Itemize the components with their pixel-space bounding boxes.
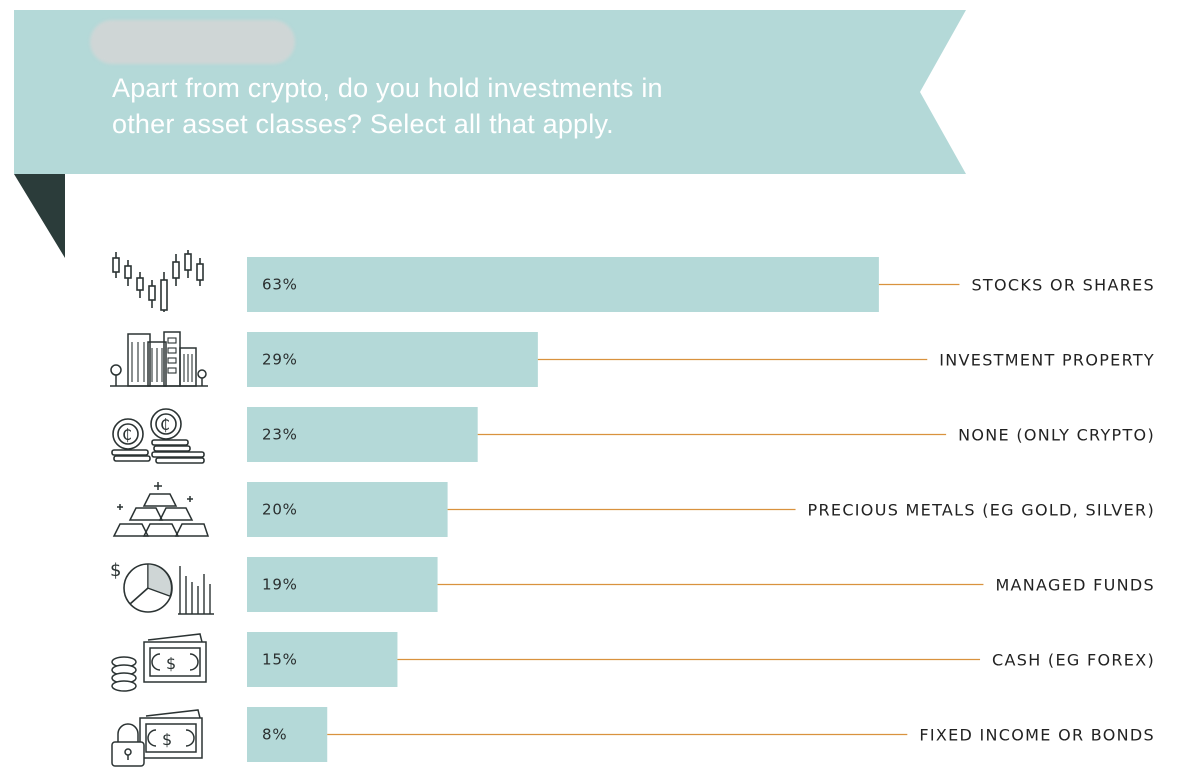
cash-coins-icon: $ (111, 633, 207, 692)
svg-text:₵: ₵ (122, 425, 132, 444)
banner-fold (14, 174, 65, 258)
category-label-none-only-crypto: NONE (ONLY CRYPTO) (958, 426, 1155, 445)
pie-chart-funds-icon: $ (110, 560, 214, 615)
category-label-managed-funds: MANAGED FUNDS (995, 576, 1155, 595)
svg-text:₵: ₵ (160, 415, 170, 434)
bar-investment-property (247, 332, 538, 387)
bar-fixed-income-or-bonds (247, 707, 328, 762)
candlestick-chart-icon (112, 250, 204, 312)
value-label-none-only-crypto: 23% (262, 426, 298, 444)
question-title: Apart from crypto, do you hold investmen… (112, 70, 812, 142)
value-label-stocks-or-shares: 63% (262, 276, 298, 294)
lock-banknotes-icon: $ (111, 709, 203, 767)
category-label-fixed-income-or-bonds: FIXED INCOME OR BONDS (919, 726, 1155, 745)
question-line-1: Apart from crypto, do you hold investmen… (112, 73, 663, 103)
svg-text:$: $ (166, 654, 176, 673)
value-label-fixed-income-or-bonds: 8% (262, 726, 287, 744)
category-label-cash-eg-forex: CASH (EG FOREX) (992, 651, 1155, 670)
category-label-stocks-or-shares: STOCKS OR SHARES (971, 276, 1155, 295)
city-buildings-icon (110, 331, 208, 387)
redacted-logo (90, 20, 295, 64)
bar-cash-eg-forex (247, 632, 398, 687)
value-label-investment-property: 29% (262, 351, 298, 369)
bar-precious-metals-eg-gold-silver (247, 482, 448, 537)
bar-none-only-crypto (247, 407, 478, 462)
svg-text:$: $ (110, 560, 121, 581)
crypto-coins-icon: ₵ ₵ (111, 408, 205, 464)
value-label-cash-eg-forex: 15% (262, 651, 298, 669)
category-label-precious-metals-eg-gold-silver: PRECIOUS METALS (EG GOLD, SILVER) (808, 501, 1155, 520)
bar-managed-funds (247, 557, 438, 612)
category-label-investment-property: INVESTMENT PROPERTY (939, 351, 1155, 370)
value-label-precious-metals-eg-gold-silver: 20% (262, 501, 298, 519)
question-line-2: other asset classes? Select all that app… (112, 109, 614, 139)
bar-stocks-or-shares (247, 257, 879, 312)
value-label-managed-funds: 19% (262, 576, 298, 594)
gold-bars-icon (112, 482, 210, 537)
svg-text:$: $ (162, 730, 172, 749)
